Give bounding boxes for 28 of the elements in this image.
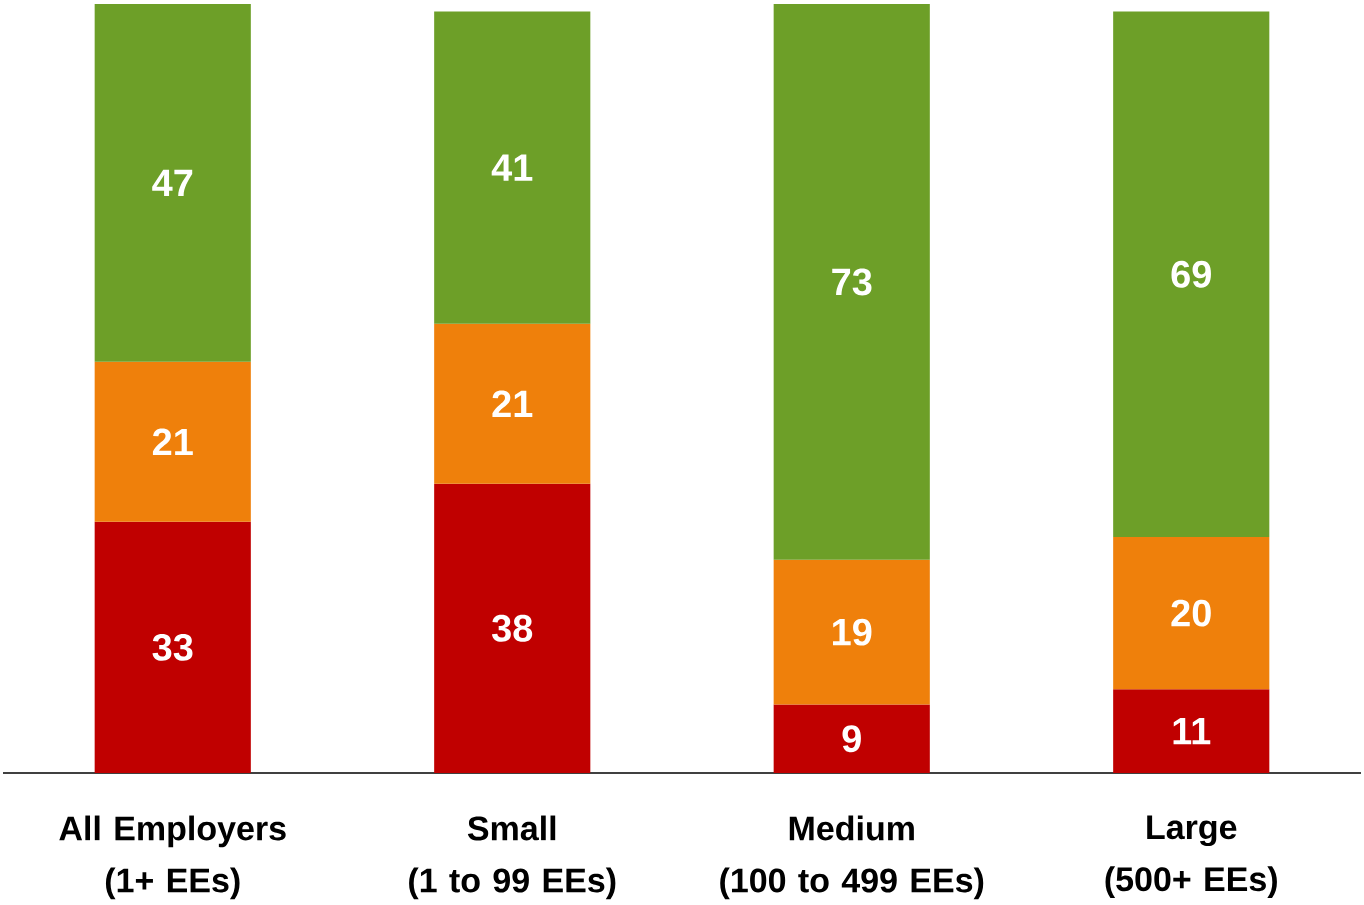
data-label: 20 <box>1171 599 1211 627</box>
x-tick-label: Large (500+ EEs) <box>1105 815 1277 898</box>
bar <box>1113 536 1270 690</box>
bar <box>94 361 251 522</box>
bar <box>434 483 591 773</box>
data-label: 19 <box>833 618 872 646</box>
data-label: 21 <box>492 390 533 417</box>
bar <box>94 521 251 773</box>
bar <box>773 559 930 705</box>
data-label: 47 <box>152 169 193 196</box>
data-label: 9 <box>842 725 861 753</box>
x-tick-label: Small (1 to 99 EEs) <box>409 815 616 900</box>
bar <box>94 3 251 362</box>
data-label: 38 <box>491 614 533 642</box>
data-label: 69 <box>1171 260 1211 288</box>
x-tick-label: All Employers (1+ EEs) <box>59 815 286 900</box>
bar <box>1113 11 1270 537</box>
bar <box>773 704 930 773</box>
bar <box>1113 689 1270 773</box>
data-label: 33 <box>152 633 193 661</box>
data-label: 21 <box>152 428 193 456</box>
x-tick-label: Medium (100 to 499 EEs) <box>720 815 984 900</box>
bar <box>773 3 930 560</box>
bar <box>434 323 591 484</box>
bar <box>434 11 591 324</box>
data-label: 11 <box>1173 718 1211 745</box>
data-label: 73 <box>832 268 872 296</box>
data-label: 41 <box>491 154 533 181</box>
